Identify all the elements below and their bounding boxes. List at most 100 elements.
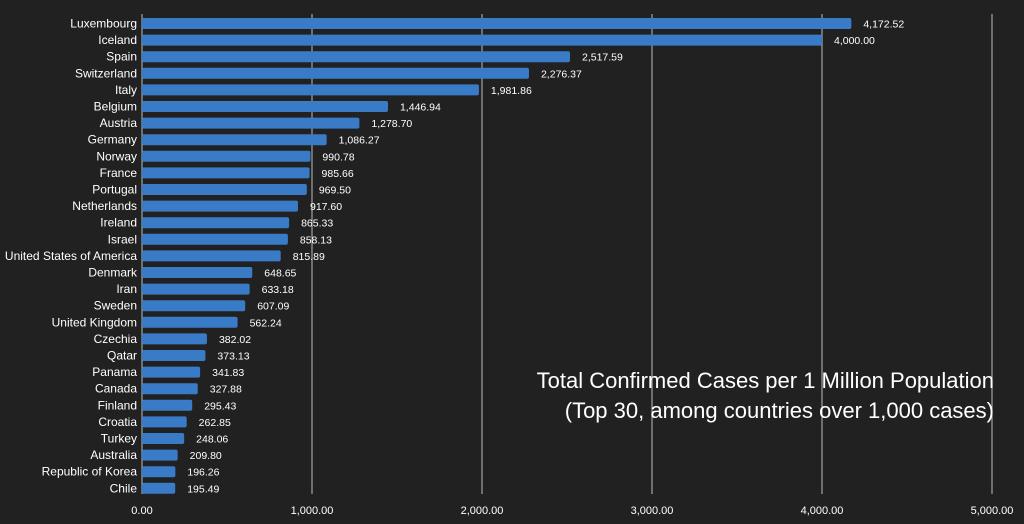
value-label: 633.18: [262, 284, 294, 296]
value-label: 2,517.59: [582, 52, 623, 64]
bar: [142, 433, 185, 444]
value-label: 195.49: [187, 483, 219, 495]
bar: [142, 267, 253, 278]
value-label: 262.85: [199, 417, 231, 429]
category-label: Finland: [98, 398, 137, 412]
x-tick-label: 5,000.00: [971, 505, 1014, 517]
bar: [142, 150, 311, 162]
bar: [142, 167, 310, 179]
category-label: Denmark: [88, 266, 138, 280]
bar: [142, 300, 246, 312]
category-label: Czechia: [94, 332, 138, 346]
bar: [142, 101, 388, 112]
category-label: Australia: [90, 448, 137, 462]
bar: [142, 18, 852, 29]
bar: [142, 366, 201, 378]
value-label: 341.83: [212, 367, 244, 379]
chart-subtitle: (Top 30, among countries over 1,000 case…: [564, 398, 994, 423]
category-label: Israel: [108, 232, 137, 246]
value-label: 969.50: [319, 185, 351, 197]
bar: [142, 51, 570, 63]
bar: [142, 482, 176, 494]
value-label: 295.43: [204, 400, 236, 412]
value-label: 815.89: [293, 251, 325, 263]
value-label: 2,276.37: [541, 68, 582, 80]
category-label: Croatia: [98, 415, 137, 429]
category-label: Spain: [106, 50, 137, 64]
category-label: Chile: [110, 481, 138, 495]
category-label: United States of America: [5, 249, 137, 263]
value-label: 1,278.70: [371, 118, 412, 130]
value-label: 1,086.27: [339, 135, 380, 147]
category-label: Qatar: [107, 349, 137, 363]
chart-title: Total Confirmed Cases per 1 Million Popu…: [536, 368, 994, 393]
value-label: 382.02: [219, 334, 251, 346]
bar: [142, 350, 206, 361]
category-label: United Kingdom: [52, 315, 137, 329]
x-tick-label: 3,000.00: [631, 505, 674, 517]
category-label: Panama: [92, 365, 137, 379]
x-tick-label: 0.00: [131, 505, 152, 517]
category-label: Ireland: [100, 216, 137, 230]
bar: [142, 449, 178, 461]
bar: [142, 399, 193, 411]
value-label: 1,446.94: [400, 102, 441, 114]
value-label: 858.13: [300, 234, 332, 246]
x-tick-label: 1,000.00: [291, 505, 334, 517]
category-label: Republic of Korea: [42, 465, 138, 479]
value-label: 562.24: [250, 317, 282, 329]
bar: [142, 200, 298, 212]
bar: [142, 383, 198, 395]
value-label: 607.09: [257, 301, 289, 313]
x-tick-label: 4,000.00: [801, 505, 844, 517]
bar: [142, 333, 207, 345]
value-label: 4,000.00: [834, 35, 875, 47]
bar: [142, 184, 307, 195]
bar: [142, 34, 822, 46]
value-label: 209.80: [190, 450, 222, 462]
value-label: 373.13: [217, 351, 249, 363]
bar: [142, 466, 176, 478]
category-label: Luxembourg: [70, 17, 137, 31]
value-label: 865.33: [301, 218, 333, 230]
bar: [142, 283, 250, 295]
bar: [142, 416, 187, 428]
x-tick-label: 2,000.00: [461, 505, 504, 517]
category-label: Netherlands: [72, 199, 137, 213]
value-label: 648.65: [264, 268, 296, 280]
category-label: Sweden: [94, 299, 137, 313]
chart-title-block: Total Confirmed Cases per 1 Million Popu…: [537, 366, 994, 426]
value-label: 990.78: [322, 151, 354, 163]
category-label: Canada: [95, 382, 137, 396]
category-label: Norway: [96, 149, 137, 163]
value-label: 248.06: [196, 434, 228, 446]
category-label: Iceland: [98, 33, 137, 47]
bar: [142, 67, 529, 79]
value-label: 917.60: [310, 201, 342, 213]
category-label: Switzerland: [75, 66, 137, 80]
category-label: Belgium: [94, 100, 137, 114]
category-label: Austria: [100, 116, 138, 130]
value-label: 985.66: [322, 168, 354, 180]
bars: [142, 18, 852, 494]
bar: [142, 217, 290, 229]
bar: [142, 117, 360, 129]
category-label: Portugal: [92, 183, 137, 197]
value-label: 4,172.52: [863, 19, 904, 31]
bar: [142, 134, 327, 146]
category-label: Turkey: [101, 432, 137, 446]
labels: 0.00 1,000.00 2,000.00 3,000.00 4,000.00 5,00…: [5, 17, 1013, 518]
bar: [142, 250, 281, 262]
value-label: 196.26: [187, 467, 219, 479]
category-label: Italy: [115, 83, 137, 97]
category-label: Germany: [88, 133, 137, 147]
category-label: Iran: [116, 282, 137, 296]
value-label: 327.88: [210, 384, 242, 396]
category-label: France: [100, 166, 138, 180]
bar: [142, 233, 288, 245]
bar: [142, 84, 479, 96]
bar: [142, 316, 238, 328]
value-label: 1,981.86: [491, 85, 532, 97]
